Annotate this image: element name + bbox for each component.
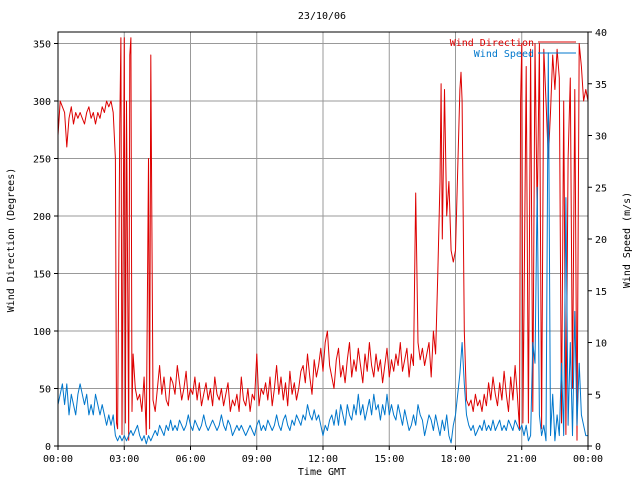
x-tick-label: 09:00 [242,454,272,465]
y-right-tick-label: 20 [595,235,607,246]
y-left-tick-label: 350 [33,40,51,51]
x-tick-label: 03:00 [109,454,139,465]
y-right-tick-label: 40 [595,28,607,39]
y-right-tick-label: 25 [595,183,607,194]
y-left-tick-label: 50 [39,385,51,396]
x-tick-label: 18:00 [440,454,470,465]
y-right-tick-label: 10 [595,339,607,350]
y-left-tick-label: 300 [33,97,51,108]
y-left-tick-label: 100 [33,327,51,338]
y-right-tick-label: 0 [595,442,601,453]
y-left-tick-label: 0 [45,442,51,453]
x-tick-label: 00:00 [573,454,603,465]
x-tick-label: 12:00 [308,454,338,465]
plot-series [57,37,589,445]
x-tick-label: 00:00 [43,454,73,465]
wind-direction-line [57,37,589,441]
right-y-axis-label: Wind Speed (m/s) [622,192,633,288]
axis-ticks: 00:00 03:00 06:00 09:00 12:00 15:00 18:00 21:00… [33,28,607,465]
y-right-tick-label: 15 [595,287,607,298]
x-tick-label: 06:00 [175,454,205,465]
chart-title: 23/10/06 [298,11,346,22]
y-right-tick-label: 5 [595,390,601,401]
x-axis-label: Time GMT [298,467,346,478]
legend-label-direction: Wind Direction [450,38,534,49]
y-right-tick-label: 35 [595,80,607,91]
left-y-axis-label: Wind Direction (Degrees) [6,168,17,313]
y-right-tick-label: 30 [595,132,607,143]
legend: Wind Direction Wind Speed [450,38,576,60]
y-left-tick-label: 200 [33,212,51,223]
x-tick-label: 15:00 [374,454,404,465]
y-left-tick-label: 250 [33,155,51,166]
wind-speed-line [57,52,588,445]
legend-label-speed: Wind Speed [474,49,534,60]
y-left-tick-label: 150 [33,270,51,281]
x-tick-label: 21:00 [507,454,537,465]
